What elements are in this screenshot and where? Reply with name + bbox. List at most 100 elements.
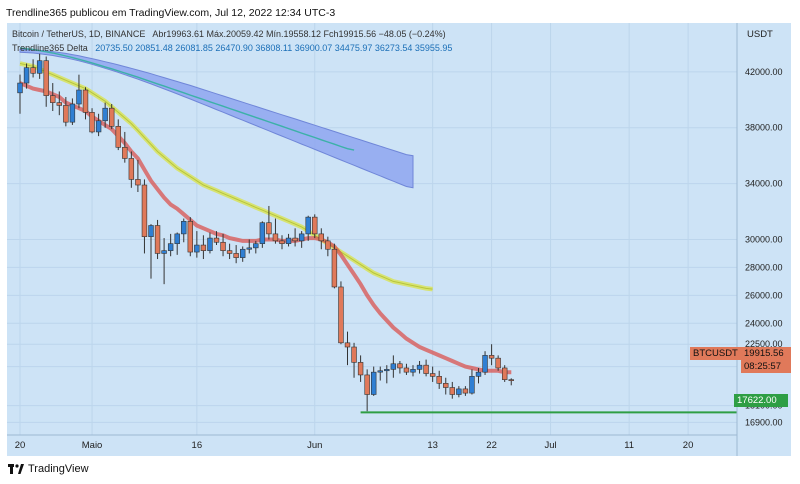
candle-body	[456, 388, 462, 395]
x-tick-label: 22	[486, 440, 497, 451]
candle-body	[56, 102, 63, 106]
candle-body	[23, 67, 30, 84]
level-tag: 17622.00	[734, 394, 788, 407]
candle-body	[161, 250, 167, 254]
candle-body	[226, 250, 233, 254]
candle-body	[443, 383, 449, 388]
candle-body	[167, 243, 174, 251]
candle-body	[220, 241, 226, 251]
candle-body	[325, 240, 331, 250]
candle-body	[495, 357, 501, 369]
y-tick-label: 42000.00	[745, 67, 783, 77]
candle-body	[501, 367, 508, 380]
candle-body	[285, 237, 292, 244]
candle-body	[390, 363, 397, 370]
symbol-tag: BTCUSDT	[690, 347, 741, 360]
x-tick-label: Maio	[82, 440, 103, 451]
candle-body	[109, 107, 115, 127]
y-tick-label: 16900.00	[745, 417, 783, 427]
yellow-ma-core	[19, 63, 433, 290]
price-chart[interactable]: 42000.00 38000.00 34000.00 30000.00 28000.00…	[7, 23, 791, 456]
y-tick-label: 22500.00	[745, 339, 783, 349]
candle-body	[403, 367, 410, 373]
candle-body	[298, 233, 305, 242]
candle-body	[122, 146, 128, 159]
legend-symbol: Bitcoin / TetherUS, 1D, BINANCE	[12, 29, 146, 39]
candle-body	[436, 376, 442, 384]
candle-body	[475, 371, 482, 377]
legend-indicator-row: Trendline365 Delta 20735.50 20851.48 260…	[12, 43, 452, 53]
candle-body	[305, 216, 311, 235]
candle-body	[357, 362, 364, 376]
candle-body	[30, 67, 36, 74]
candle-body	[508, 379, 514, 381]
candle-body	[194, 244, 200, 253]
y-tick-label: 28000.00	[745, 262, 783, 272]
candle-body	[63, 105, 69, 123]
x-tick-label: Jun	[307, 440, 322, 451]
candle-body	[449, 387, 455, 395]
candle-body	[384, 369, 390, 372]
candle-body	[397, 363, 403, 369]
countdown-tag: 08:25:57	[741, 360, 791, 373]
candle-body	[351, 346, 357, 363]
candle-body	[135, 179, 141, 186]
candle-body	[200, 244, 207, 251]
candle-body	[115, 126, 121, 148]
candle-body	[279, 240, 285, 244]
tradingview-logo-icon	[8, 464, 24, 474]
candle-body	[331, 248, 338, 288]
candle-body	[272, 233, 279, 242]
candle-body	[488, 355, 495, 359]
candle-body	[89, 112, 95, 133]
publisher-header: Trendline365 publicou em TradingView.com…	[6, 7, 336, 19]
y-tick-label: 24000.00	[745, 318, 783, 328]
candle-body	[462, 388, 469, 394]
candle-body	[416, 364, 423, 370]
candle-body	[259, 222, 266, 244]
candle-body	[312, 216, 318, 235]
candle-body	[50, 95, 56, 103]
candle-body	[102, 107, 108, 122]
candle-body	[128, 158, 135, 180]
y-axis-currency: USDT	[747, 29, 773, 40]
candle-body	[292, 237, 298, 242]
candle-body	[207, 237, 213, 251]
x-tick-label: 13	[427, 440, 438, 451]
candle-body	[364, 374, 370, 395]
teal-line	[19, 47, 355, 151]
candle-body	[429, 373, 436, 377]
candle-body	[69, 103, 76, 123]
candle-body	[95, 120, 102, 133]
x-tick-label: 20	[15, 440, 26, 451]
footer: TradingView	[8, 463, 89, 475]
candle-body	[377, 370, 383, 373]
y-tick-label: 38000.00	[745, 123, 783, 133]
y-tick-label: 26000.00	[745, 290, 783, 300]
candle-body	[141, 184, 148, 237]
candle-body	[187, 221, 193, 253]
candle-body	[154, 225, 161, 254]
blue-band	[19, 48, 414, 189]
candle-body	[266, 222, 272, 235]
candle-body	[469, 376, 475, 394]
candle-body	[213, 237, 220, 243]
candle-body	[370, 371, 377, 395]
legend-indicator-name: Trendline365 Delta	[12, 43, 88, 53]
candle-body	[246, 247, 252, 250]
candle-body	[410, 369, 416, 373]
x-tick-label: 16	[192, 440, 203, 451]
candle-body	[344, 342, 351, 348]
candle-body	[82, 89, 89, 113]
candle-body	[148, 225, 154, 237]
candle-body	[17, 82, 23, 94]
x-tick-label: Jul	[544, 440, 556, 451]
x-tick-label: 11	[624, 440, 634, 451]
y-tick-label: 34000.00	[745, 179, 783, 189]
red-ema	[19, 81, 512, 375]
legend-ohlc: Abr19963.61 Máx.20059.42 Mín.19558.12 Fc…	[152, 29, 446, 39]
candle-body	[253, 243, 259, 249]
candle-body	[233, 253, 239, 258]
x-tick-label: 20	[683, 440, 694, 451]
legend-indicator-values: 20735.50 20851.48 26081.85 26470.90 3680…	[95, 43, 453, 53]
